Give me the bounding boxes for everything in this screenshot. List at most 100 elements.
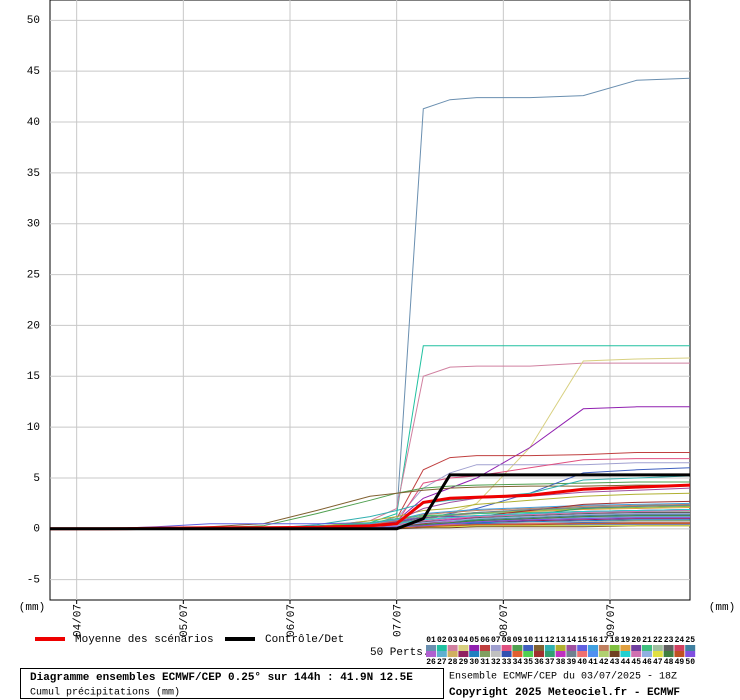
- legend-label: 30: [469, 658, 479, 667]
- legend-swatch: [490, 651, 501, 657]
- legend-label: 13: [556, 636, 566, 645]
- run-label: Ensemble ECMWF/CEP du 03/07/2025 - 18Z: [449, 671, 677, 683]
- legend-label: 01: [426, 636, 436, 645]
- legend-label: 26: [426, 658, 436, 667]
- legend-swatch: [642, 645, 652, 651]
- legend-label: 49: [675, 658, 685, 667]
- legend-label: 16: [588, 636, 598, 645]
- legend-label: 50: [685, 658, 695, 667]
- legend-swatch: [598, 651, 609, 657]
- legend-label: 10: [523, 636, 533, 645]
- legend-swatch: [512, 651, 523, 657]
- legend-label: 45: [631, 658, 641, 667]
- legend-swatch: [631, 645, 642, 651]
- legend-swatch: [685, 645, 696, 651]
- legend-label: 11: [534, 636, 544, 645]
- legend-swatch: [663, 645, 674, 651]
- legend-swatch: [458, 651, 469, 657]
- legend-label: Moyenne des scénarios: [75, 634, 214, 646]
- legend-swatch: [512, 645, 523, 651]
- legend-swatch: [458, 645, 469, 651]
- legend-swatch: [642, 651, 652, 657]
- legend-swatch: [631, 651, 642, 657]
- y-tick-label: 5: [33, 473, 40, 485]
- legend-label: 38: [556, 658, 566, 667]
- legend-swatch: [674, 651, 685, 657]
- legend-label: 14: [567, 636, 577, 645]
- y-tick-label: 20: [27, 320, 40, 332]
- y-tick-label: 25: [27, 269, 40, 281]
- legend-swatch: [469, 645, 480, 651]
- legend-label: 36: [534, 658, 544, 667]
- legend-swatch: [480, 645, 490, 651]
- legend-label: 19: [621, 636, 631, 645]
- legend-label: 42: [599, 658, 609, 667]
- legend-label: 46: [642, 658, 652, 667]
- legend-swatch: [501, 645, 512, 651]
- legend-swatch: [436, 651, 447, 657]
- x-tick-label: 04/07: [73, 604, 85, 637]
- copyright: Copyright 2025 Meteociel.fr - ECMWF: [449, 687, 680, 699]
- y-unit-left: (mm): [19, 602, 45, 614]
- legend-label: 08: [502, 636, 512, 645]
- legend-label: 25: [685, 636, 695, 645]
- legend-swatch: [685, 651, 696, 657]
- legend-label: 15: [577, 636, 587, 645]
- title-box: [20, 668, 444, 699]
- legend-swatch: [555, 645, 566, 651]
- y-tick-label: 0: [33, 524, 40, 536]
- x-tick-label: 07/07: [393, 604, 405, 637]
- legend-swatch: [598, 645, 609, 651]
- legend-swatch: [523, 651, 534, 657]
- legend-label: 24: [675, 636, 685, 645]
- legend-swatch: [447, 651, 458, 657]
- legend-swatch: [652, 651, 663, 657]
- legend-swatch: [609, 651, 620, 657]
- y-tick-label: 50: [27, 15, 40, 27]
- legend-label: 44: [621, 658, 631, 667]
- legend-swatch: [501, 651, 512, 657]
- legend-label: 40: [577, 658, 587, 667]
- legend-swatch: [663, 651, 674, 657]
- y-tick-label: 15: [27, 371, 40, 383]
- legend-label: 33: [502, 658, 512, 667]
- y-tick-label: -5: [27, 575, 40, 587]
- legend-swatch: [469, 651, 480, 657]
- legend-swatch: [544, 645, 555, 651]
- x-tick-label: 09/07: [606, 604, 618, 637]
- legend-label: 21: [642, 636, 652, 645]
- legend-label: 43: [610, 658, 620, 667]
- legend-swatch: [534, 651, 544, 657]
- legend-label: 18: [610, 636, 620, 645]
- legend-label: 32: [491, 658, 501, 667]
- legend-label: 12: [545, 636, 555, 645]
- y-tick-label: 45: [27, 66, 40, 78]
- legend-label: 34: [513, 658, 523, 667]
- y-tick-label: 40: [27, 117, 40, 129]
- legend-label: 22: [653, 636, 663, 645]
- x-tick-label: 08/07: [499, 604, 511, 637]
- y-tick-label: 35: [27, 168, 40, 180]
- legend-swatch: [674, 645, 685, 651]
- legend-swatch: [609, 645, 620, 651]
- legend-label: 48: [664, 658, 674, 667]
- legend-swatch: [577, 645, 588, 651]
- legend-swatch: [620, 651, 631, 657]
- legend-label: 05: [469, 636, 479, 645]
- legend-label: 09: [513, 636, 523, 645]
- subtitle: Cumul précipitations (mm): [30, 687, 180, 699]
- legend-label: 03: [448, 636, 458, 645]
- legend-label: 41: [588, 658, 598, 667]
- legend-label: 04: [459, 636, 469, 645]
- legend-swatch: [436, 645, 447, 651]
- y-unit-right: (mm): [709, 602, 735, 614]
- legend-label: 02: [437, 636, 447, 645]
- chart-title: Diagramme ensembles ECMWF/CEP 0.25° sur …: [30, 672, 413, 684]
- legend-label: 28: [448, 658, 458, 667]
- legend-swatch: [566, 651, 577, 657]
- legend-swatch: [447, 645, 458, 651]
- legend-swatch: [523, 645, 534, 651]
- legend-label: 27: [437, 658, 447, 667]
